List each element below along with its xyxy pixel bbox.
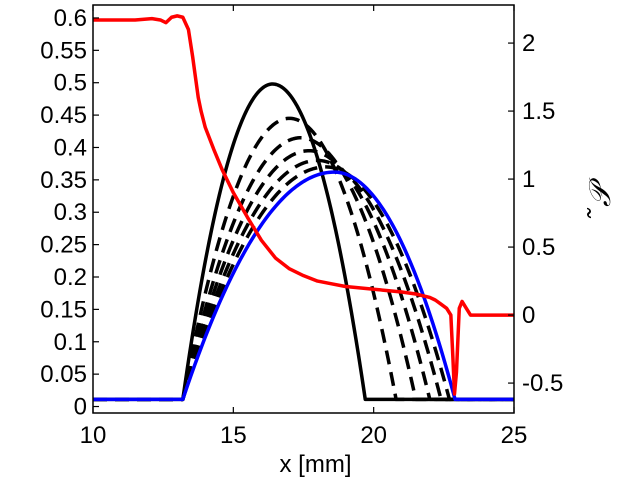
series-layer	[93, 14, 514, 402]
y2-tick-label: 0.5	[522, 234, 555, 261]
left-y-tick-labels: 0 0.05 0.1 0.15 0.2 0.25 0.3 0.35 0.4 0.…	[40, 5, 87, 421]
series-profile-1	[93, 82, 514, 402]
x-tick-label: 10	[80, 422, 107, 449]
x-tick-label: 25	[501, 422, 528, 449]
series-profile-6	[93, 165, 514, 402]
y-tick-label: 0.4	[54, 134, 87, 161]
y2-tick-label: 1	[522, 166, 535, 193]
y-tick-label: 0.35	[40, 167, 87, 194]
y2-tick-label: 0	[522, 302, 535, 329]
y-tick-label: 0.15	[40, 296, 87, 323]
series-P-tilde	[93, 14, 514, 396]
y-tick-label: 0.1	[54, 329, 87, 356]
y2-tick-label: 2	[522, 30, 535, 57]
x-axis-title: x [mm]	[280, 451, 352, 478]
series-profile-4	[93, 148, 514, 402]
y-tick-label: 0.6	[54, 5, 87, 32]
y-tick-label: 0.45	[40, 102, 87, 129]
x-tick-label: 15	[220, 422, 247, 449]
right-y-tick-labels: -0.5 0 0.5 1 1.5 2	[522, 30, 563, 397]
x-tick-label: 20	[360, 422, 387, 449]
x-tick-labels: 10 15 20 25	[80, 422, 528, 449]
plot-frame	[92, 4, 515, 414]
y2-tick-label: -0.5	[522, 370, 563, 397]
y-tick-label: 0.55	[40, 37, 87, 64]
y-tick-label: 0.5	[54, 70, 87, 97]
series-profile-final	[93, 170, 514, 402]
y-tick-label: 0.25	[40, 232, 87, 259]
y2-tick-label: 1.5	[522, 98, 555, 125]
y-tick-label: 0.3	[54, 199, 87, 226]
y-tick-label: 0.2	[54, 264, 87, 291]
y-tick-label: 0	[74, 394, 87, 421]
y-tick-label: 0.05	[40, 361, 87, 388]
